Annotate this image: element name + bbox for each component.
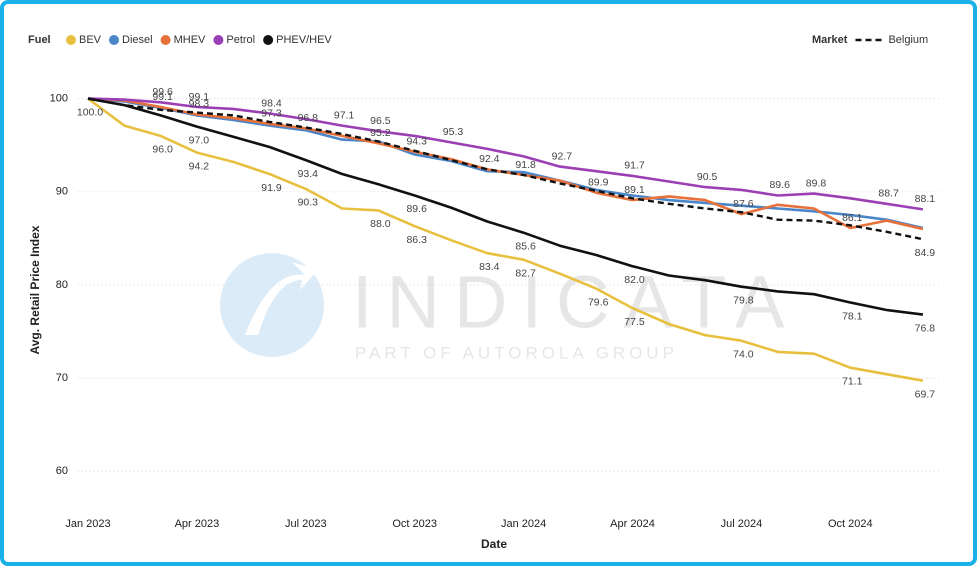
data-label: 89.6 — [406, 203, 427, 215]
legend-label: Petrol — [226, 34, 255, 46]
data-label: 78.1 — [842, 310, 863, 322]
x-tick-label: Jul 2024 — [721, 518, 763, 530]
data-label: 89.1 — [624, 184, 645, 196]
data-label: 99.6 — [152, 86, 173, 98]
x-tick-label: Apr 2023 — [175, 518, 220, 530]
legend-label: Belgium — [888, 34, 928, 46]
data-label: 98.4 — [261, 97, 282, 109]
data-label: 100.0 — [77, 106, 103, 118]
watermark: INDICATA PART OF AUTOROLA GROUP — [220, 253, 798, 362]
x-tick-label: Jan 2023 — [65, 518, 110, 530]
data-label: 74.0 — [733, 348, 754, 360]
data-label: 96.8 — [298, 112, 319, 124]
x-tick-label: Oct 2023 — [392, 518, 437, 530]
data-label: 71.1 — [842, 375, 863, 387]
data-label: 89.9 — [588, 176, 609, 188]
legend-title: Market — [812, 34, 848, 46]
data-label: 98.3 — [189, 98, 210, 110]
data-label: 83.4 — [479, 261, 500, 273]
x-tick-label: Oct 2024 — [828, 518, 873, 530]
data-label: 90.3 — [298, 197, 319, 209]
legend-label: MHEV — [174, 34, 206, 46]
data-label: 95.3 — [443, 126, 464, 138]
legend-label: BEV — [79, 34, 102, 46]
data-label: 97.3 — [261, 108, 282, 120]
watermark-brand: INDICATA — [352, 261, 798, 344]
series-line — [87, 97, 924, 211]
data-label: 82.0 — [624, 274, 645, 286]
data-label: 77.5 — [624, 316, 645, 328]
data-label: 88.1 — [915, 193, 936, 205]
data-label: 82.7 — [515, 267, 536, 279]
data-label: 89.6 — [769, 179, 790, 191]
x-tick-label: Apr 2024 — [610, 518, 655, 530]
data-label: 95.2 — [370, 127, 391, 139]
legend-label: Diesel — [122, 34, 153, 46]
data-label: 86.1 — [842, 212, 863, 224]
y-tick-label: 100 — [50, 93, 68, 105]
watermark-logo — [220, 253, 324, 357]
data-label: 91.9 — [261, 182, 282, 194]
data-label: 92.7 — [552, 150, 573, 162]
data-label: 91.8 — [515, 159, 536, 171]
legend-swatch — [109, 35, 120, 45]
y-axis-title: Avg. Retail Price Index — [28, 225, 42, 354]
data-label: 99.1 — [189, 91, 210, 103]
data-label: 93.4 — [298, 168, 319, 180]
data-label: 84.9 — [915, 247, 936, 259]
data-label: 97.0 — [189, 134, 210, 146]
y-tick-label: 80 — [56, 279, 68, 291]
x-tick-label: Jul 2023 — [285, 518, 327, 530]
legend-swatch — [160, 35, 171, 45]
series-line — [87, 97, 924, 241]
data-label: 96.5 — [370, 115, 391, 127]
data-label: 76.8 — [915, 322, 936, 334]
data-label: 91.7 — [624, 160, 645, 172]
series-line — [87, 97, 924, 382]
legend-swatch — [66, 35, 76, 45]
watermark-arrow — [245, 262, 318, 335]
data-label: 92.4 — [479, 153, 500, 165]
x-tick-label: Jan 2024 — [501, 518, 546, 530]
series-line — [87, 97, 924, 316]
data-label: 94.3 — [406, 135, 427, 147]
data-label: 79.6 — [588, 296, 609, 308]
legend-title: Fuel — [28, 34, 51, 46]
legend-swatch — [263, 35, 274, 45]
data-label: 90.5 — [697, 171, 718, 183]
data-label: 85.6 — [515, 240, 536, 252]
watermark-tagline: PART OF AUTOROLA GROUP — [355, 343, 678, 362]
data-label: 88.7 — [878, 188, 899, 200]
data-label: 88.0 — [370, 218, 391, 230]
data-label: 87.6 — [733, 198, 754, 210]
y-tick-label: 90 — [56, 186, 68, 198]
data-label: 86.3 — [406, 234, 427, 246]
data-label: 79.8 — [733, 294, 754, 306]
data-label: 96.0 — [152, 144, 173, 156]
data-label: 94.2 — [189, 160, 210, 172]
legend-label: PHEV/HEV — [276, 34, 332, 46]
x-axis-title: Date — [481, 537, 507, 551]
data-label: 69.7 — [915, 389, 936, 401]
y-tick-label: 70 — [56, 372, 68, 384]
y-tick-label: 60 — [56, 465, 68, 477]
legend-swatch — [213, 35, 224, 45]
data-label: 99.1 — [152, 91, 173, 103]
data-label: 97.1 — [334, 109, 355, 121]
data-label: 89.8 — [806, 177, 827, 189]
